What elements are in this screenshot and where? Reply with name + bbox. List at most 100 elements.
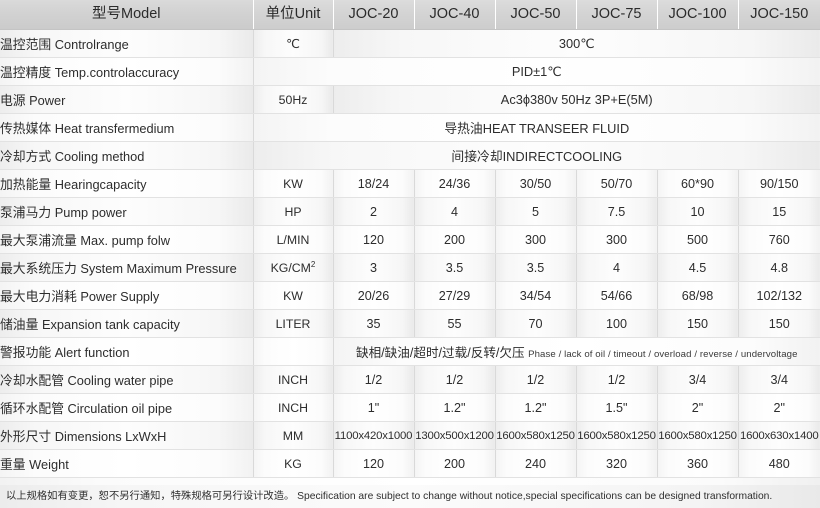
row-unit: 50Hz xyxy=(253,85,334,114)
table-row: 重量 Weight KG 120 200 240 320 360 480 xyxy=(0,449,820,478)
row-label: 冷却方式 Cooling method xyxy=(0,141,254,170)
row-label: 传热媒体 Heat transfermedium xyxy=(0,113,254,142)
row-unit-superscript: 2 xyxy=(310,259,316,269)
row-value: 90/150 xyxy=(738,169,820,198)
row-value: 35 xyxy=(333,309,415,338)
row-value: 500 xyxy=(657,225,739,254)
table-row: 电源 Power 50Hz Ac3ϕ380v 50Hz 3P+E(5M) xyxy=(0,85,820,114)
row-value: 120 xyxy=(333,225,415,254)
row-value: 1/2 xyxy=(333,365,415,394)
row-value: 200 xyxy=(414,225,496,254)
table-row: 循环水配管 Circulation oil pipe INCH 1" 1.2" 1.2"… xyxy=(0,393,820,422)
row-label: 泵浦马力 Pump power xyxy=(0,197,254,226)
specification-table: 型号Model 单位Unit JOC-20 JOC-40 JOC-50 JOC-… xyxy=(0,0,820,478)
table-body: 温控范围 Controlrange ℃ 300℃ 温控精度 Temp.controla… xyxy=(0,29,820,478)
row-label: 最大泵浦流量 Max. pump folw xyxy=(0,225,254,254)
row-value: 30/50 xyxy=(495,169,577,198)
row-merged-value-cn: 缺相/缺油/超时/过载/反转/欠压 xyxy=(355,346,525,360)
table-row: 警报功能 Alert function 缺相/缺油/超时/过载/反转/欠压 Pha… xyxy=(0,337,820,366)
table-row: 泵浦马力 Pump power HP 2 4 5 7.5 10 15 xyxy=(0,197,820,226)
row-value: 4 xyxy=(576,253,658,282)
row-value: 4.5 xyxy=(657,253,739,282)
row-value: 1.5" xyxy=(576,393,658,422)
table-row: 外形尺寸 Dimensions LxWxH MM 1100x420x1000 1300… xyxy=(0,421,820,450)
row-value: 3.5 xyxy=(495,253,577,282)
row-value: 3 xyxy=(333,253,415,282)
row-unit: KG/CM2 xyxy=(253,253,334,282)
row-unit: KW xyxy=(253,281,334,310)
row-unit xyxy=(253,337,334,366)
row-label: 外形尺寸 Dimensions LxWxH xyxy=(0,421,254,450)
column-header-joc-150: JOC-150 xyxy=(738,0,820,30)
row-unit: KG xyxy=(253,449,334,478)
row-value: 68/98 xyxy=(657,281,739,310)
row-merged-value: 间接冷却INDIRECTCOOLING xyxy=(253,141,820,170)
row-label: 重量 Weight xyxy=(0,449,254,478)
table-header: 型号Model 单位Unit JOC-20 JOC-40 JOC-50 JOC-… xyxy=(0,0,820,30)
table-row: 温控精度 Temp.controlaccuracy PID±1℃ xyxy=(0,57,820,86)
row-value: 1100x420x1000 xyxy=(333,421,415,450)
row-value: 102/132 xyxy=(738,281,820,310)
row-value: 27/29 xyxy=(414,281,496,310)
row-value: 10 xyxy=(657,197,739,226)
row-value: 70 xyxy=(495,309,577,338)
row-value: 2" xyxy=(657,393,739,422)
row-unit: HP xyxy=(253,197,334,226)
table-row: 最大电力消耗 Power Supply KW 20/26 27/29 34/54 54/6… xyxy=(0,281,820,310)
row-value: 1/2 xyxy=(495,365,577,394)
row-unit: LITER xyxy=(253,309,334,338)
row-value: 60*90 xyxy=(657,169,739,198)
row-unit: INCH xyxy=(253,365,334,394)
row-value: 24/36 xyxy=(414,169,496,198)
row-value: 200 xyxy=(414,449,496,478)
row-label: 循环水配管 Circulation oil pipe xyxy=(0,393,254,422)
table-row: 冷却方式 Cooling method 间接冷却INDIRECTCOOLING xyxy=(0,141,820,170)
row-value: 150 xyxy=(657,309,739,338)
row-value: 34/54 xyxy=(495,281,577,310)
row-value: 480 xyxy=(738,449,820,478)
row-label: 警报功能 Alert function xyxy=(0,337,254,366)
row-value: 54/66 xyxy=(576,281,658,310)
row-unit: MM xyxy=(253,421,334,450)
row-value: 3/4 xyxy=(738,365,820,394)
row-value: 1.2" xyxy=(414,393,496,422)
row-unit: L/MIN xyxy=(253,225,334,254)
row-merged-value: PID±1℃ xyxy=(253,57,820,86)
row-value: 3/4 xyxy=(657,365,739,394)
row-value: 15 xyxy=(738,197,820,226)
row-value: 18/24 xyxy=(333,169,415,198)
row-unit: INCH xyxy=(253,393,334,422)
row-value: 1600x580x1250 xyxy=(657,421,739,450)
header-row: 型号Model 单位Unit JOC-20 JOC-40 JOC-50 JOC-… xyxy=(0,0,820,30)
row-value: 360 xyxy=(657,449,739,478)
row-label: 储油量 Expansion tank capacity xyxy=(0,309,254,338)
row-value: 1/2 xyxy=(576,365,658,394)
row-unit: KW xyxy=(253,169,334,198)
table-row: 冷却水配管 Cooling water pipe INCH 1/2 1/2 1/2 1/2… xyxy=(0,365,820,394)
row-value: 4 xyxy=(414,197,496,226)
row-merged-value-en: Phase / lack of oil / timeout / overload… xyxy=(528,349,798,360)
row-value: 100 xyxy=(576,309,658,338)
footer-disclaimer: 以上规格如有变更，恕不另行通知，特殊规格可另行设计改造。 Specificati… xyxy=(0,485,820,508)
row-value: 120 xyxy=(333,449,415,478)
row-value: 7.5 xyxy=(576,197,658,226)
column-header-joc-75: JOC-75 xyxy=(576,0,658,30)
column-header-joc-20: JOC-20 xyxy=(333,0,415,30)
table-row: 最大泵浦流量 Max. pump folw L/MIN 120 200 300 300 50… xyxy=(0,225,820,254)
row-value: 1600x580x1250 xyxy=(495,421,577,450)
row-value: 320 xyxy=(576,449,658,478)
row-value: 1.2" xyxy=(495,393,577,422)
table-row: 传热媒体 Heat transfermedium 导热油HEAT TRANSEER… xyxy=(0,113,820,142)
row-value: 2 xyxy=(333,197,415,226)
table-row: 温控范围 Controlrange ℃ 300℃ xyxy=(0,29,820,58)
row-merged-value: 缺相/缺油/超时/过载/反转/欠压 Phase / lack of oil / … xyxy=(333,337,820,366)
row-value: 300 xyxy=(495,225,577,254)
row-value: 240 xyxy=(495,449,577,478)
row-label: 温控范围 Controlrange xyxy=(0,29,254,58)
row-merged-value: 300℃ xyxy=(333,29,820,58)
row-value: 5 xyxy=(495,197,577,226)
column-header-joc-100: JOC-100 xyxy=(657,0,739,30)
row-value: 3.5 xyxy=(414,253,496,282)
row-label: 温控精度 Temp.controlaccuracy xyxy=(0,57,254,86)
